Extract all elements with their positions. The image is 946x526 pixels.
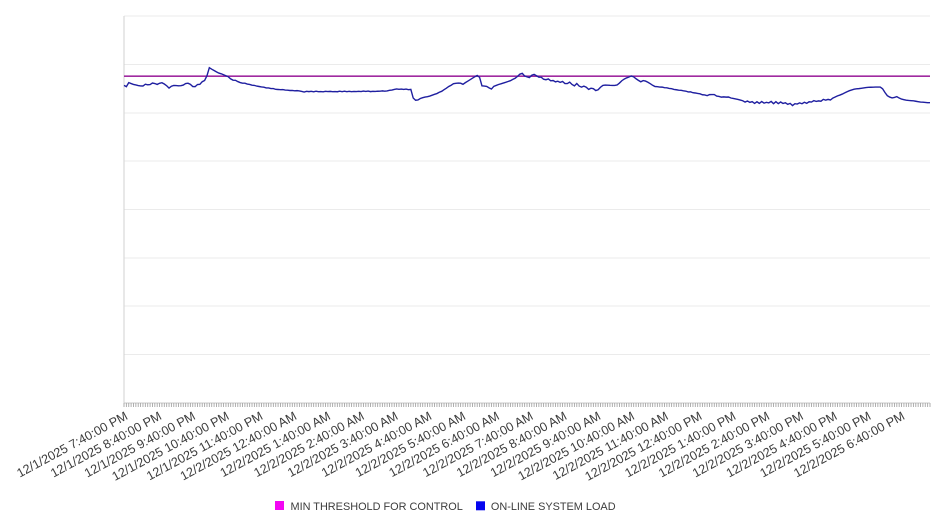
svg-text:ON-LINE SYSTEM LOAD: ON-LINE SYSTEM LOAD	[491, 501, 616, 513]
svg-text:MIN THRESHOLD FOR CONTROL: MIN THRESHOLD FOR CONTROL	[291, 501, 463, 513]
